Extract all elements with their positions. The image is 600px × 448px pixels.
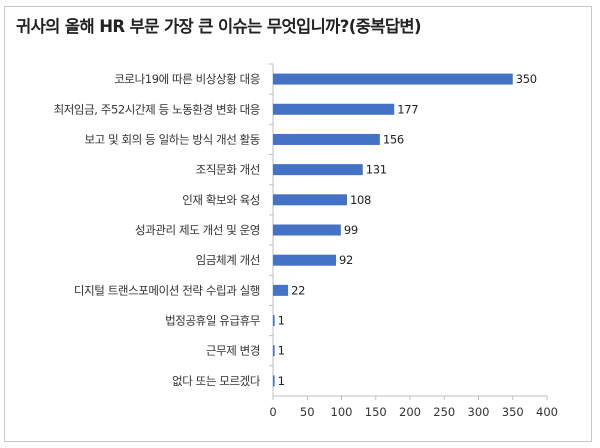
category-label: 성과관리 제도 개선 및 운영 xyxy=(135,223,260,237)
data-label: 1 xyxy=(278,314,285,328)
category-label: 근무제 변경 xyxy=(206,344,260,358)
x-tick-label: 400 xyxy=(536,405,558,419)
category-label: 디지털 트랜스포메이션 전략 수립과 실행 xyxy=(74,283,260,297)
bar xyxy=(273,103,395,115)
category-label: 최저임금, 주52시간제 등 노동환경 변화 대응 xyxy=(54,102,260,116)
category-label: 코로나19에 따른 비상상황 대응 xyxy=(114,72,260,86)
data-label: 131 xyxy=(366,163,387,177)
category-label: 보고 및 회의 등 일하는 방식 개선 활동 xyxy=(85,132,261,146)
x-tick-label: 50 xyxy=(300,405,315,419)
bar xyxy=(273,375,275,387)
x-tick-label: 250 xyxy=(433,405,455,419)
category-label: 법정공휴일 유급휴무 xyxy=(165,314,260,328)
category-label: 없다 또는 모르겠다 xyxy=(172,374,261,388)
x-tick-label: 300 xyxy=(468,405,490,419)
data-label: 1 xyxy=(278,344,285,358)
category-label: 인재 확보와 육성 xyxy=(182,193,260,207)
x-tick-label: 200 xyxy=(399,405,421,419)
data-label: 108 xyxy=(350,193,371,207)
bar xyxy=(273,73,513,85)
data-label: 1 xyxy=(278,374,285,388)
x-tick-label: 100 xyxy=(331,405,353,419)
bar xyxy=(273,164,363,176)
bar xyxy=(273,133,380,145)
x-tick-label: 150 xyxy=(365,405,387,419)
data-label: 22 xyxy=(291,283,305,297)
data-label: 99 xyxy=(344,223,358,237)
data-label: 156 xyxy=(383,132,404,146)
bar xyxy=(273,194,347,206)
chart-title: 귀사의 올해 HR 부문 가장 큰 이슈는 무엇입니까?(중복답변) xyxy=(16,17,422,36)
category-label: 임금체계 개선 xyxy=(196,253,260,267)
data-label: 177 xyxy=(397,102,418,116)
bar xyxy=(273,224,341,236)
bar xyxy=(273,315,275,327)
x-tick-label: 0 xyxy=(269,405,276,419)
bar xyxy=(273,254,337,266)
category-label: 조직문화 개선 xyxy=(196,163,260,177)
data-label: 92 xyxy=(339,253,353,267)
data-label: 350 xyxy=(516,72,537,86)
bar xyxy=(273,284,289,296)
bar xyxy=(273,345,275,357)
x-tick-label: 350 xyxy=(502,405,524,419)
